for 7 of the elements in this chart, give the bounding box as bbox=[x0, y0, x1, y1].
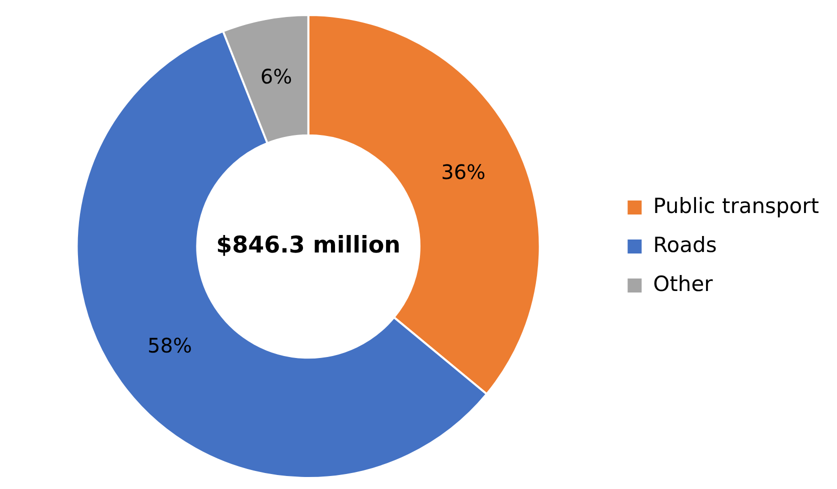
legend-label: Roads bbox=[653, 232, 717, 257]
data-label: 58% bbox=[148, 333, 192, 358]
data-label: 6% bbox=[260, 64, 292, 88]
legend-label: Public transport bbox=[653, 194, 819, 218]
data-label: 36% bbox=[441, 160, 486, 184]
legend-label: Other bbox=[653, 272, 714, 296]
text: $846.3 million bbox=[216, 232, 401, 258]
